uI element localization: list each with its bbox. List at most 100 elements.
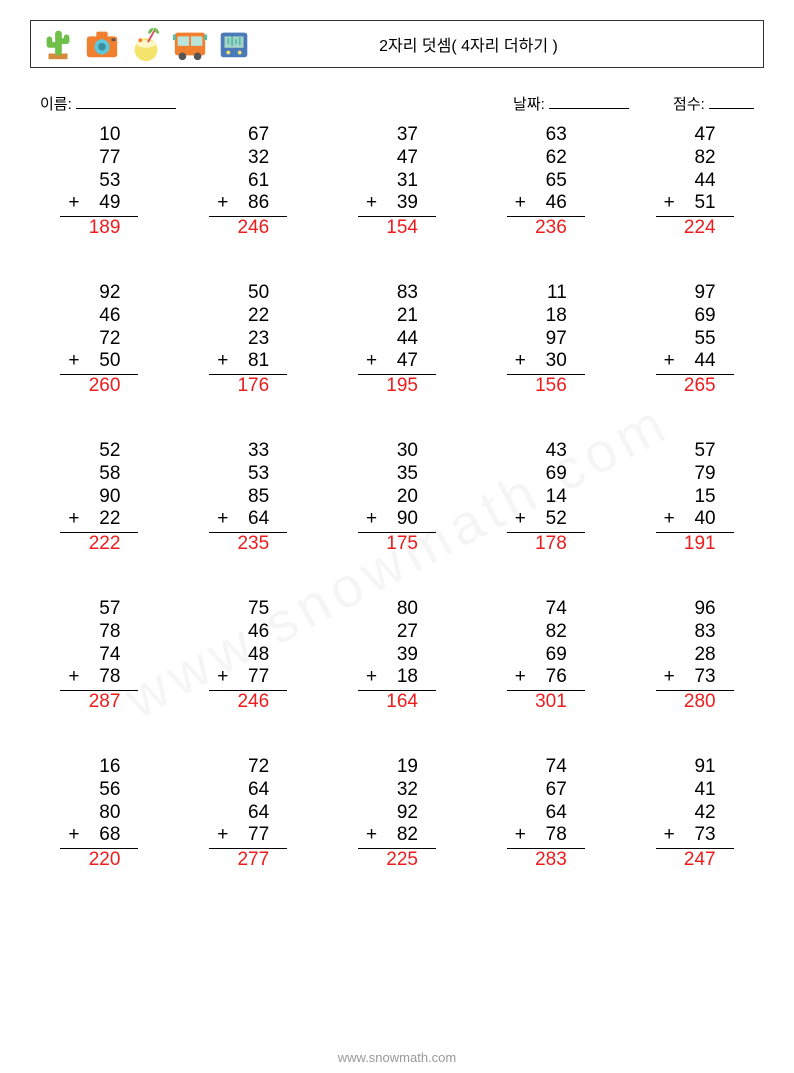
operand: +49: [60, 192, 138, 215]
operand: +50: [60, 350, 138, 373]
score-underline: [709, 94, 754, 109]
operand: 83: [358, 282, 436, 305]
problem: 968328+73280: [656, 598, 734, 714]
date-field: 날짜:: [513, 93, 673, 114]
problem: 502223+81176: [209, 282, 287, 398]
operand: 11: [507, 282, 585, 305]
problem: 924672+50260: [60, 282, 138, 398]
answer: 222: [60, 533, 138, 556]
operand: 67: [507, 779, 585, 802]
date-label: 날짜:: [513, 96, 545, 113]
problem: 111897+30156: [507, 282, 585, 398]
problem: 478244+51224: [656, 124, 734, 240]
operand: 53: [209, 463, 287, 486]
plus-sign: +: [68, 350, 79, 373]
operand: +77: [209, 666, 287, 689]
operand: +78: [507, 824, 585, 847]
operand: +82: [358, 824, 436, 847]
operand: 56: [60, 779, 138, 802]
answer: 195: [358, 375, 436, 398]
plus-sign: +: [664, 824, 675, 847]
operand: 69: [507, 463, 585, 486]
operand: +64: [209, 508, 287, 531]
operand: 64: [507, 802, 585, 825]
plus-sign: +: [515, 824, 526, 847]
problem: 577874+78287: [60, 598, 138, 714]
operand: 64: [209, 802, 287, 825]
problem: 976955+44265: [656, 282, 734, 398]
operand: 92: [358, 802, 436, 825]
operand: 19: [358, 756, 436, 779]
answer: 189: [60, 217, 138, 240]
problems-grid: 107753+49189673261+86246374731+391546362…: [40, 124, 754, 872]
answer: 156: [507, 375, 585, 398]
operand: 46: [209, 621, 287, 644]
operand: 20: [358, 486, 436, 509]
answer: 277: [209, 849, 287, 872]
problem: 748269+76301: [507, 598, 585, 714]
operand: 72: [60, 328, 138, 351]
operand: 22: [209, 305, 287, 328]
operand: 37: [358, 124, 436, 147]
operand: 74: [60, 644, 138, 667]
plus-sign: +: [217, 666, 228, 689]
header-box: 2자리 덧셈( 4자리 더하기 ): [30, 20, 764, 68]
answer: 260: [60, 375, 138, 398]
coconut-icon: [127, 25, 165, 63]
operand: 79: [656, 463, 734, 486]
operand: 74: [507, 598, 585, 621]
plus-sign: +: [366, 192, 377, 215]
operand: +68: [60, 824, 138, 847]
operand: +73: [656, 666, 734, 689]
operand: 48: [209, 644, 287, 667]
plus-sign: +: [217, 824, 228, 847]
operand: 77: [60, 147, 138, 170]
plus-sign: +: [217, 192, 228, 215]
info-row: 이름: 날짜: 점수:: [40, 93, 754, 114]
operand: 80: [60, 802, 138, 825]
operand: 69: [507, 644, 585, 667]
operand: 82: [656, 147, 734, 170]
operand: +40: [656, 508, 734, 531]
operand: 39: [358, 644, 436, 667]
plus-sign: +: [366, 350, 377, 373]
problem: 107753+49189: [60, 124, 138, 240]
problem: 193292+82225: [358, 756, 436, 872]
plus-sign: +: [664, 508, 675, 531]
problem: 746764+78283: [507, 756, 585, 872]
answer: 287: [60, 691, 138, 714]
operand: 47: [358, 147, 436, 170]
plus-sign: +: [664, 350, 675, 373]
operand: 21: [358, 305, 436, 328]
answer: 164: [358, 691, 436, 714]
answer: 225: [358, 849, 436, 872]
name-underline: [76, 94, 176, 109]
operand: 52: [60, 440, 138, 463]
operand: 41: [656, 779, 734, 802]
plus-sign: +: [515, 508, 526, 531]
plus-sign: +: [68, 824, 79, 847]
plus-sign: +: [515, 350, 526, 373]
answer: 224: [656, 217, 734, 240]
plus-sign: +: [68, 666, 79, 689]
operand: 18: [507, 305, 585, 328]
plus-sign: +: [366, 508, 377, 531]
problem: 636265+46236: [507, 124, 585, 240]
radio-icon: [215, 25, 253, 63]
operand: +73: [656, 824, 734, 847]
plus-sign: +: [515, 666, 526, 689]
operand: +18: [358, 666, 436, 689]
operand: 42: [656, 802, 734, 825]
operand: 97: [656, 282, 734, 305]
plus-sign: +: [217, 508, 228, 531]
problem: 577915+40191: [656, 440, 734, 556]
answer: 236: [507, 217, 585, 240]
problem: 726464+77277: [209, 756, 287, 872]
operand: 63: [507, 124, 585, 147]
operand: 69: [656, 305, 734, 328]
operand: +47: [358, 350, 436, 373]
operand: 58: [60, 463, 138, 486]
operand: 83: [656, 621, 734, 644]
operand: 78: [60, 621, 138, 644]
problem: 436914+52178: [507, 440, 585, 556]
